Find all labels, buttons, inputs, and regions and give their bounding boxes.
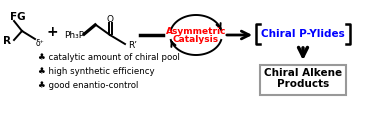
Text: ♣ good enantio-control: ♣ good enantio-control — [38, 82, 138, 90]
Text: Products: Products — [277, 79, 329, 89]
FancyBboxPatch shape — [260, 65, 346, 95]
Text: Asymmetric: Asymmetric — [166, 26, 226, 36]
Text: Chiral Alkene: Chiral Alkene — [264, 68, 342, 78]
Text: ♣ catalytic amount of chiral pool: ♣ catalytic amount of chiral pool — [38, 53, 180, 63]
Text: R’: R’ — [128, 41, 137, 50]
Text: Ph₃P: Ph₃P — [64, 31, 84, 40]
Text: Catalysis: Catalysis — [173, 36, 219, 45]
Text: FG: FG — [10, 12, 26, 22]
Text: O: O — [107, 14, 113, 23]
Text: Chiral P-Ylides: Chiral P-Ylides — [261, 29, 345, 39]
Text: +: + — [46, 25, 58, 39]
Text: ♣ high synthetic efficiency: ♣ high synthetic efficiency — [38, 68, 155, 77]
Text: R: R — [3, 36, 11, 46]
Text: δ⁺: δ⁺ — [36, 38, 45, 48]
